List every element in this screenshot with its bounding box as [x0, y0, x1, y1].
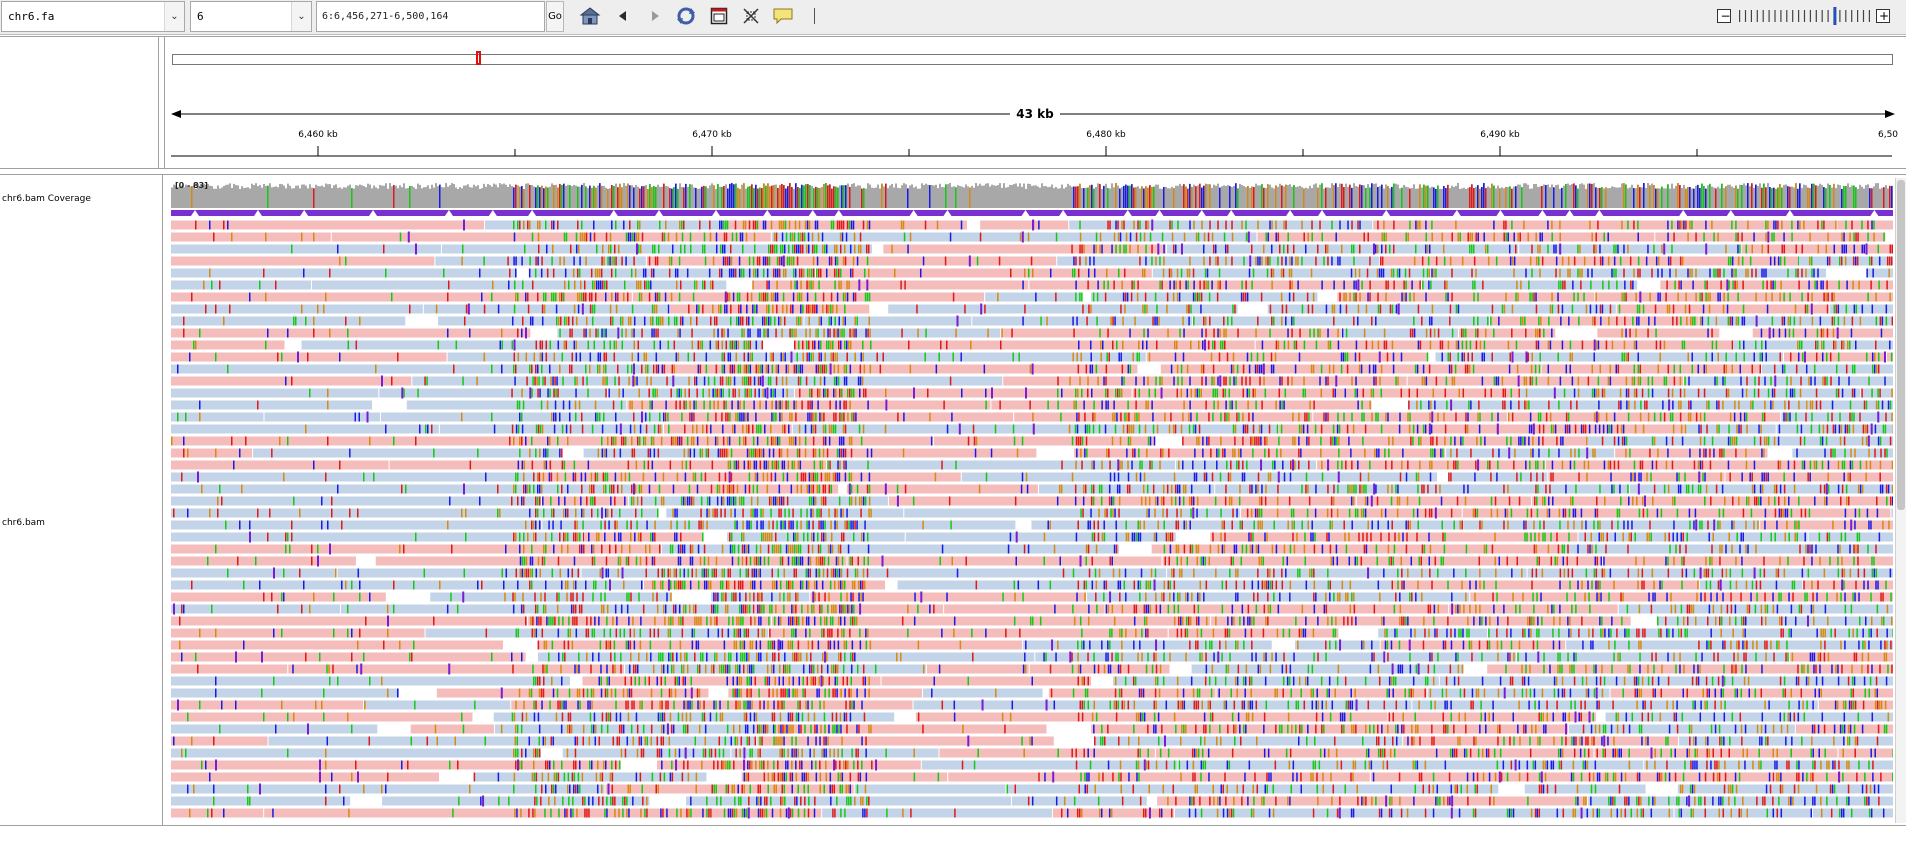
zoom-tick — [1851, 10, 1853, 22]
chevron-down-icon[interactable]: ⌄ — [164, 2, 184, 31]
forward-arrow-icon[interactable] — [642, 3, 668, 29]
zoom-tick — [1815, 10, 1817, 22]
back-arrow-icon[interactable] — [610, 3, 636, 29]
ruler-tick-label: 6,460 kb — [298, 130, 338, 140]
current-region-marker — [476, 51, 481, 65]
zoom-tick — [1762, 10, 1764, 22]
popup-info-icon[interactable] — [770, 3, 796, 29]
locus-input[interactable] — [316, 1, 545, 32]
toolbar-separator — [814, 8, 815, 24]
zoom-tick — [1768, 10, 1770, 22]
resize-to-window-icon[interactable] — [706, 3, 732, 29]
header-bottom-border — [0, 168, 1906, 169]
coverage-track-name[interactable]: chr6.bam Coverage — [2, 194, 91, 204]
ruler-tick-label: 6,490 kb — [1480, 130, 1520, 140]
scrollbar-thumb[interactable] — [1897, 180, 1905, 510]
region-of-interest-icon[interactable] — [738, 3, 764, 29]
ruler-tick-label: 6,480 kb — [1086, 130, 1126, 140]
go-button[interactable]: Go — [546, 1, 564, 32]
zoom-tick — [1845, 10, 1847, 22]
zoom-ticks — [1739, 7, 1870, 25]
ruler-tick-label: 6,50 — [1877, 130, 1899, 140]
ruler-axis[interactable] — [171, 146, 1892, 166]
zoom-tick — [1750, 10, 1752, 22]
refresh-icon[interactable] — [673, 3, 699, 29]
zoom-tick — [1756, 10, 1758, 22]
chromosome-value: 6 — [197, 10, 204, 23]
zoom-tick — [1798, 10, 1800, 22]
zoom-out-button[interactable] — [1717, 9, 1731, 23]
chromosome-dropdown[interactable]: 6 ⌄ — [190, 1, 312, 32]
chevron-down-icon[interactable]: ⌄ — [291, 2, 311, 31]
zoom-tick — [1780, 10, 1782, 22]
zoom-slider[interactable]: − + — [1717, 4, 1890, 28]
zoom-tick — [1739, 10, 1741, 22]
chromosome-ideogram[interactable] — [172, 54, 1893, 65]
coverage-range-label: [0 - 83] — [175, 181, 208, 190]
zoom-tick — [1786, 10, 1788, 22]
feature-panel — [0, 826, 1906, 858]
zoom-tick — [1839, 10, 1841, 22]
name-panel-divider — [162, 175, 163, 858]
toolbar: chr6.fa ⌄ 6 ⌄ Go − + — [0, 0, 1906, 35]
reads-track[interactable] — [171, 219, 1893, 819]
splice-junction-band — [171, 210, 1893, 216]
home-icon[interactable] — [577, 3, 603, 29]
zoom-slider-thumb — [1833, 7, 1837, 25]
zoom-tick — [1792, 10, 1794, 22]
zoom-minus-label: − — [1721, 9, 1731, 23]
vertical-scrollbar[interactable] — [1895, 178, 1906, 823]
zoom-in-button[interactable] — [1876, 9, 1890, 23]
zoom-tick — [1744, 10, 1747, 22]
alignment-view[interactable] — [171, 178, 1893, 823]
coverage-track[interactable] — [171, 180, 1893, 208]
header-top-border — [0, 36, 1906, 37]
name-panel-divider — [158, 36, 159, 168]
genome-value: chr6.fa — [8, 10, 55, 23]
zoom-tick — [1774, 10, 1776, 22]
alignment-track-name[interactable]: chr6.bam — [2, 518, 45, 528]
data-panel-top-border — [0, 174, 1906, 175]
genome-dropdown[interactable]: chr6.fa ⌄ — [1, 1, 185, 32]
zoom-tick — [1868, 10, 1870, 22]
zoom-tick — [1803, 10, 1806, 22]
zoom-tick — [1827, 10, 1829, 22]
attribute-panel-divider — [164, 36, 165, 168]
span-label: 43 kb — [1010, 107, 1060, 121]
zoom-tick — [1821, 10, 1823, 22]
zoom-tick — [1857, 10, 1859, 22]
ruler-tick-label: 6,470 kb — [692, 130, 732, 140]
zoom-tick — [1809, 10, 1811, 22]
data-panel-bottom-border — [0, 825, 1906, 826]
zoom-tick — [1862, 10, 1865, 22]
zoom-plus-label: + — [1879, 9, 1889, 23]
